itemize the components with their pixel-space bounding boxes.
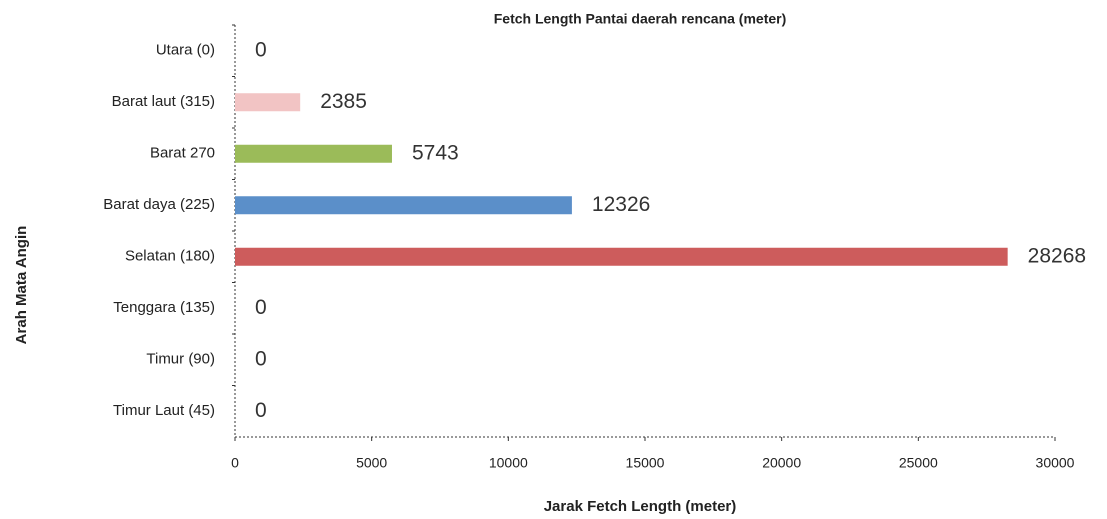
x-tick-label: 15000 — [626, 455, 665, 471]
x-tick-label: 10000 — [489, 455, 528, 471]
data-label: 0 — [255, 38, 267, 61]
bar — [235, 196, 572, 215]
data-label: 0 — [255, 296, 267, 319]
x-tick-label: 5000 — [356, 455, 387, 471]
y-tick-label: Selatan (180) — [125, 248, 215, 265]
data-label: 12326 — [592, 193, 650, 216]
bar — [235, 247, 1008, 266]
data-label: 0 — [255, 399, 267, 422]
y-tick-label: Tenggara (135) — [113, 299, 215, 316]
data-label: 5743 — [412, 141, 459, 164]
data-label: 0 — [255, 347, 267, 370]
y-tick-label: Timur Laut (45) — [113, 402, 215, 419]
chart-title: Fetch Length Pantai daerah rencana (mete… — [494, 11, 787, 27]
y-axis-label: Arah Mata Angin — [13, 226, 30, 345]
y-tick-label: Barat daya (225) — [103, 196, 215, 213]
x-tick-label: 30000 — [1036, 455, 1075, 471]
data-label: 28268 — [1028, 244, 1086, 267]
x-axis-label: Jarak Fetch Length (meter) — [544, 498, 737, 515]
x-tick-label: 0 — [231, 455, 239, 471]
y-tick-label: Utara (0) — [156, 42, 215, 59]
y-tick-label: Barat 270 — [150, 145, 215, 162]
y-tick-label: Barat laut (315) — [112, 93, 215, 110]
x-tick-label: 20000 — [762, 455, 801, 471]
x-tick-label: 25000 — [899, 455, 938, 471]
bar — [235, 144, 392, 163]
y-tick-label: Timur (90) — [146, 351, 215, 368]
bar — [235, 93, 301, 112]
data-label: 2385 — [320, 90, 367, 113]
